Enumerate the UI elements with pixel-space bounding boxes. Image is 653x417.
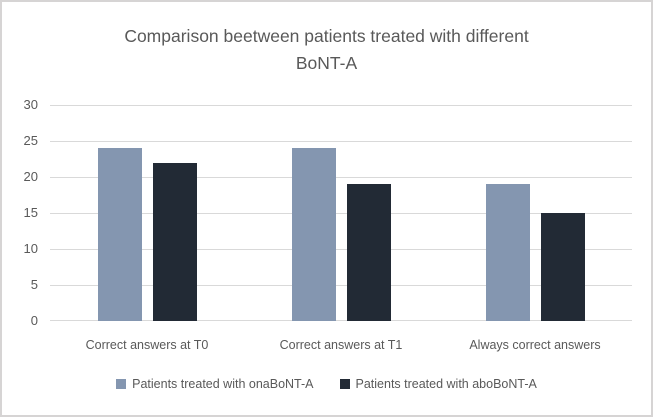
legend-item-1[interactable]: Patients treated with onaBoNT-A	[116, 377, 314, 391]
legend-label: Patients treated with onaBoNT-A	[132, 377, 314, 391]
chart-title: Comparison beetween patients treated wit…	[124, 26, 529, 73]
legend-swatch-icon	[116, 379, 127, 389]
y-tick-label-10: 10	[23, 241, 38, 256]
bar-series1-category1[interactable]	[97, 148, 142, 321]
legend: Patients treated with onaBoNT-A Patients …	[2, 377, 651, 391]
legend-label: Patients treated with aboBoNT-A	[355, 377, 537, 391]
bar-series1-category3[interactable]	[485, 184, 530, 321]
bar-series2-category1[interactable]	[152, 162, 197, 321]
plot-area	[50, 105, 632, 321]
bar-series2-category2[interactable]	[346, 184, 391, 321]
gridline-15	[50, 213, 632, 214]
gridline-20	[50, 177, 632, 178]
bar-group-1	[50, 105, 244, 321]
y-tick-label-15: 15	[23, 205, 38, 220]
y-tick-label-25: 25	[23, 133, 38, 148]
y-axis: 0 5 10 15 20 25 30	[2, 97, 42, 328]
bar-group-3	[438, 105, 632, 321]
legend-swatch-icon	[339, 379, 350, 389]
y-tick-label-20: 20	[23, 169, 38, 184]
gridline-25	[50, 141, 632, 142]
bar-group-2	[244, 105, 438, 321]
y-tick-label-30: 30	[23, 97, 38, 112]
x-axis-labels: Correct answers at T0 Correct answers at …	[50, 338, 632, 352]
gridline-30	[50, 105, 632, 106]
bar-series1-category2[interactable]	[291, 148, 336, 321]
x-category-label-1: Correct answers at T0	[85, 338, 209, 352]
gridline-10	[50, 249, 632, 250]
x-category-label-2: Correct answers at T1	[279, 338, 403, 352]
y-tick-label-0: 0	[30, 313, 38, 328]
gridline-0	[50, 320, 632, 321]
x-category-label-3: Always correct answers	[469, 338, 601, 352]
gridline-5	[50, 285, 632, 286]
y-tick-label-5: 5	[30, 277, 38, 292]
bar-series2-category3[interactable]	[540, 213, 585, 321]
legend-item-2[interactable]: Patients treated with aboBoNT-A	[339, 377, 537, 391]
